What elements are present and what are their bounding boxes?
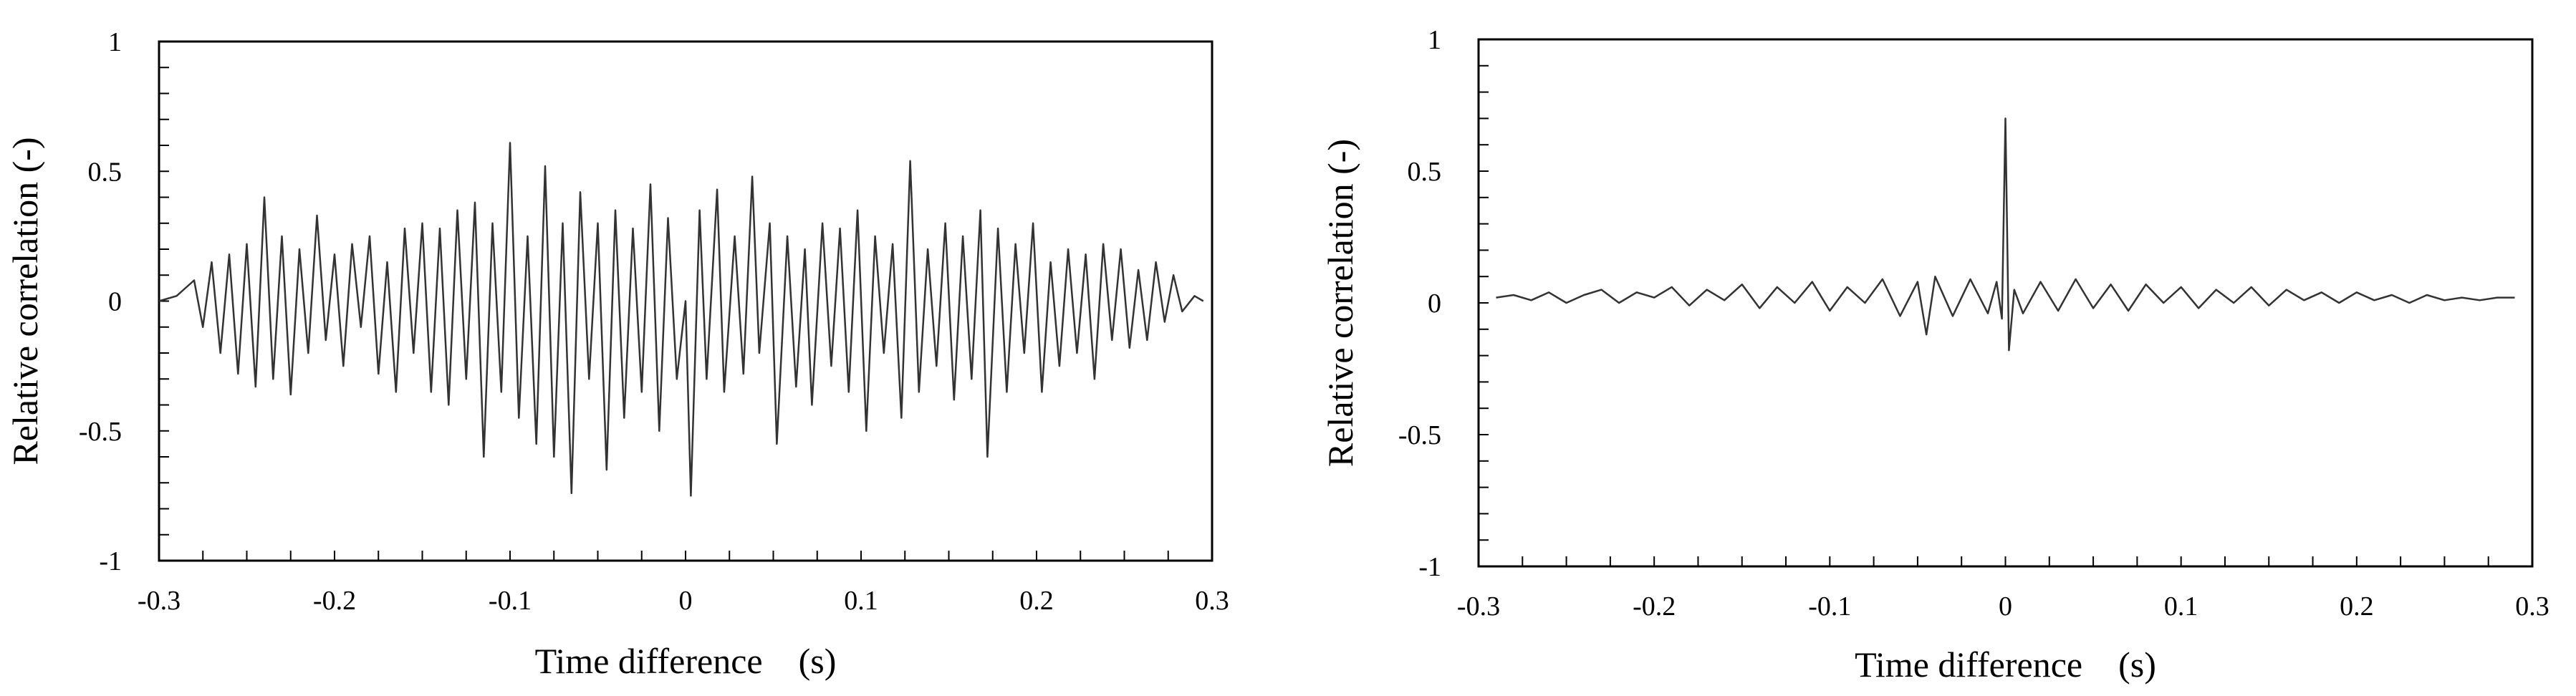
series-line xyxy=(1496,117,2515,352)
y-tick-label: 0 xyxy=(108,287,122,317)
x-tick-label: 0 xyxy=(1999,591,2012,622)
y-tick-label: -1 xyxy=(1418,552,1441,582)
y-axis-title: Relative correlation (-) xyxy=(1320,139,1360,467)
y-tick-label: 1 xyxy=(108,27,122,57)
x-tick-label: -0.2 xyxy=(313,586,356,616)
chart-left: -1 -0.5 0 0.5 1 -0.3 -0.2 -0.1 0 0.1 0.2 0.3 Time di… xyxy=(5,27,1229,681)
x-tick-label: 0 xyxy=(679,586,693,616)
x-axis-title: Time difference (s) xyxy=(535,641,837,681)
x-tick-label: 0.2 xyxy=(2340,591,2374,622)
x-tick-label: -0.3 xyxy=(1457,591,1500,622)
x-tick-label: 0.1 xyxy=(844,586,878,616)
y-tick-label: 0.5 xyxy=(1408,157,1442,187)
x-tick-label: 0.2 xyxy=(1019,586,1054,616)
x-axis-title: Time difference (s) xyxy=(1855,644,2156,685)
y-tick-label: 1 xyxy=(1428,25,1441,55)
chart-right: -1 -0.5 0 0.5 1 -0.3 -0.2 -0.1 0 0.1 0.2 0.3 Time di… xyxy=(1320,25,2549,685)
x-tick-label: -0.3 xyxy=(138,586,181,616)
x-tick-label: 0.3 xyxy=(2515,591,2549,622)
x-tick-label: -0.2 xyxy=(1633,591,1676,622)
x-tick-label: 0.3 xyxy=(1195,586,1229,616)
y-axis-title: Relative correlation (-) xyxy=(5,137,45,465)
y-tick-label: 0 xyxy=(1428,289,1441,319)
y-tick-label: -0.5 xyxy=(79,417,122,447)
y-tick-label: -1 xyxy=(99,546,122,576)
x-tick-label: -0.1 xyxy=(1808,591,1851,622)
x-tick-label: -0.1 xyxy=(489,586,532,616)
series-line xyxy=(158,142,1204,497)
x-tick-label: 0.1 xyxy=(2164,591,2198,622)
y-tick-label: -0.5 xyxy=(1398,420,1441,450)
y-tick-label: 0.5 xyxy=(88,157,122,187)
